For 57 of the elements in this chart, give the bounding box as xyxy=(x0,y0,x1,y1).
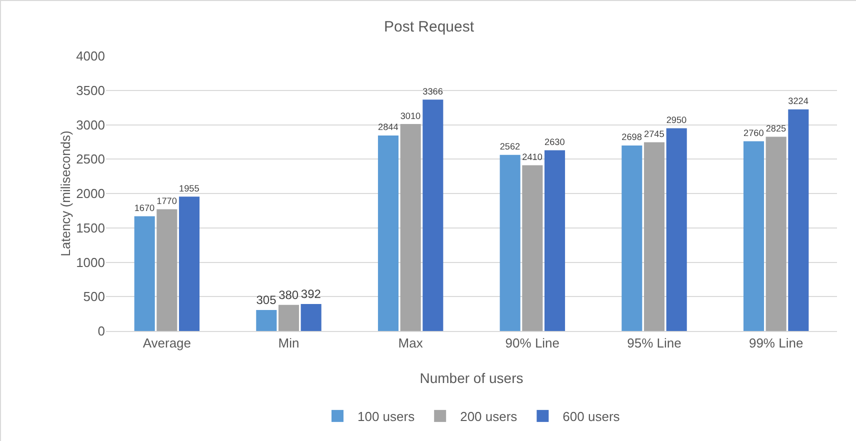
y-tick-label: 1500 xyxy=(76,220,105,236)
y-tick-label: 3000 xyxy=(76,117,105,132)
y-tick-label: 1000 xyxy=(76,254,105,270)
bar xyxy=(422,100,444,331)
x-tick-label: 95% Line xyxy=(627,336,682,351)
data-label: 2562 xyxy=(500,142,520,152)
data-label: 2950 xyxy=(666,114,687,125)
y-tick-label: 2500 xyxy=(76,152,105,167)
x-tick-label: Average xyxy=(142,336,192,351)
data-label: 1955 xyxy=(179,183,200,194)
x-axis-title: Number of users xyxy=(420,370,524,386)
data-label: 2630 xyxy=(544,136,565,147)
legend-label: 600 users xyxy=(562,409,620,424)
bar xyxy=(644,142,665,331)
bar xyxy=(134,216,155,331)
data-label: 3224 xyxy=(788,96,808,106)
data-label: 2760 xyxy=(743,128,764,138)
bar xyxy=(400,124,421,331)
y-axis-title: Latency (miliseconds) xyxy=(58,130,73,256)
data-label: 1770 xyxy=(156,196,177,206)
bar xyxy=(766,136,786,331)
x-tick-label: Min xyxy=(278,336,300,351)
legend-label: 200 users xyxy=(460,409,518,424)
bar xyxy=(378,135,399,331)
y-tick-label: 4000 xyxy=(76,48,105,64)
chart-title: Post Request xyxy=(384,18,475,36)
data-label: 2844 xyxy=(378,122,398,132)
y-tick-label: 500 xyxy=(83,289,105,304)
data-label: 2745 xyxy=(644,129,664,139)
bar xyxy=(622,146,642,331)
x-tick-label: 99% Line xyxy=(748,336,804,351)
data-label: 2825 xyxy=(766,124,786,134)
y-tick-label: 2000 xyxy=(76,186,105,202)
y-tick-label: 3500 xyxy=(76,82,105,98)
bar xyxy=(544,150,566,331)
bar xyxy=(256,310,277,331)
data-label: 3366 xyxy=(422,86,443,96)
bar xyxy=(522,165,543,331)
data-label: 3010 xyxy=(400,110,421,121)
data-label: 305 xyxy=(256,293,277,308)
bar xyxy=(156,209,178,331)
bar xyxy=(666,128,687,331)
data-label: 2410 xyxy=(522,152,542,162)
y-tick-label: 0 xyxy=(98,324,105,339)
x-tick-label: Max xyxy=(398,336,424,351)
data-label: 392 xyxy=(300,287,322,302)
x-tick-label: 90% Line xyxy=(505,336,560,351)
bar xyxy=(178,196,200,331)
bar xyxy=(743,141,764,331)
legend-label: 100 users xyxy=(358,409,416,424)
bar xyxy=(500,154,520,331)
bar xyxy=(278,304,300,331)
bar xyxy=(788,109,809,331)
data-label: 2698 xyxy=(622,132,642,142)
bar xyxy=(300,304,322,331)
data-label: 1670 xyxy=(134,202,155,213)
data-label: 380 xyxy=(278,288,299,302)
